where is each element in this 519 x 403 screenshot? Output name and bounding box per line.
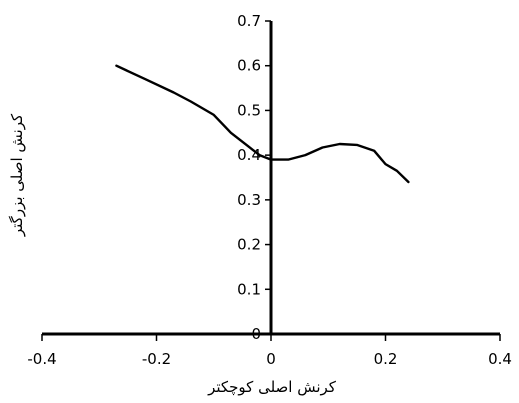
y-axis-title: کرنش اصلی بزرگتر bbox=[8, 113, 26, 237]
plot-line-layer bbox=[115, 64, 410, 184]
y-tick-label: 0.3 bbox=[237, 191, 261, 209]
y-tick-label: 0.5 bbox=[237, 101, 261, 119]
axes bbox=[41, 20, 501, 341]
y-tick-label: 0.2 bbox=[237, 236, 261, 254]
x-tick-label: 0 bbox=[266, 350, 276, 368]
x-axis-title: کرنش اصلی کوچکتر bbox=[207, 378, 337, 396]
y-tick-label: 0.7 bbox=[237, 12, 261, 30]
y-tick-label: 0.1 bbox=[237, 280, 261, 298]
x-tick-label: -0.4 bbox=[27, 350, 56, 368]
x-tick-label: 0.2 bbox=[374, 350, 398, 368]
y-tick-label: 0.4 bbox=[237, 146, 261, 164]
series-line bbox=[115, 64, 410, 184]
y-tick-labels: 0 0.1 0.2 0.3 0.4 0.5 0.6 0.7 bbox=[237, 12, 261, 343]
x-tick-label: 0.4 bbox=[488, 350, 512, 368]
x-tick-label: -0.2 bbox=[142, 350, 171, 368]
y-tick-label: 0.6 bbox=[237, 57, 261, 75]
y-tick-label: 0 bbox=[251, 325, 261, 343]
x-tick-labels: -0.4 -0.2 0 0.2 0.4 bbox=[27, 350, 512, 368]
